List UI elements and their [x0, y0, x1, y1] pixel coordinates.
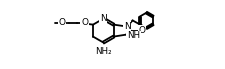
Text: O: O: [59, 18, 66, 27]
Text: O: O: [138, 26, 145, 35]
Text: N: N: [124, 22, 130, 31]
Text: N: N: [100, 14, 107, 23]
Text: NH: NH: [127, 31, 140, 40]
Text: NH₂: NH₂: [95, 47, 112, 56]
Text: O: O: [81, 18, 88, 27]
